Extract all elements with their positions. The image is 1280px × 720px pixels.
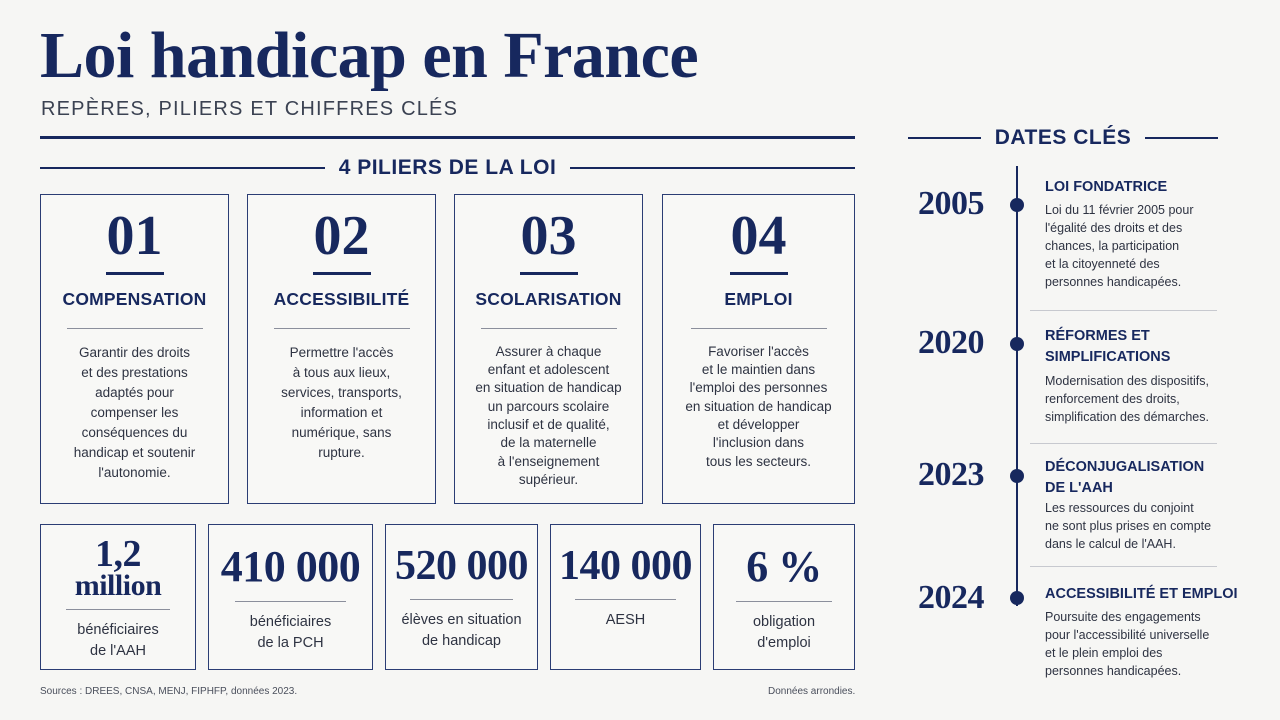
stat-value: 140 000 (559, 543, 693, 589)
pillar-divider (66, 327, 203, 329)
timeline-dot (1010, 198, 1024, 212)
stat-label: bénéficiaires de l'AAH (77, 622, 159, 659)
timeline-heading: DATES CLÉS (908, 126, 1218, 150)
pillar-number: 04 (730, 205, 787, 267)
pillar-divider (273, 327, 410, 329)
pillar-number-underline (105, 271, 164, 275)
stat-card-eleves: 520 000 élèves en situation de handicap (385, 524, 538, 670)
stat-card-aah: 1,2 million bénéficiaires de l'AAH (40, 524, 196, 670)
timeline-event-title: DÉCONJUGALISATION DE L'AAH (1045, 459, 1205, 496)
heading-rule-left (908, 137, 981, 139)
pillar-card-emploi: 04 EMPLOI Favoriser l'accès et le mainti… (662, 194, 855, 504)
pillar-title: COMPENSATION (62, 288, 207, 309)
pillar-card-accessibilite: 02 ACCESSIBILITÉ Permettre l'accès à tou… (247, 194, 436, 504)
timeline-event-title: ACCESSIBILITÉ ET EMPLOI (1045, 586, 1238, 602)
heading-rule-right (570, 167, 855, 169)
stat-value: 6 % (746, 542, 822, 591)
pillar-number: 03 (520, 205, 577, 267)
page-subtitle: REPÈRES, PILIERS ET CHIFFRES CLÉS (41, 98, 459, 120)
stat-value-unit: million (74, 569, 162, 602)
pillar-number: 02 (313, 205, 370, 267)
pillar-card-compensation: 01 COMPENSATION Garantir des droits et d… (40, 194, 229, 504)
pillars-heading: 4 PILIERS DE LA LOI (40, 156, 855, 180)
stat-divider (574, 599, 677, 600)
timeline-divider (1030, 566, 1217, 567)
pillar-card-scolarisation: 03 SCOLARISATION Assurer à chaque enfant… (454, 194, 643, 504)
timeline-year: 2024 (918, 579, 985, 616)
pillar-title: SCOLARISATION (475, 288, 622, 309)
timeline-event-desc: Loi du 11 février 2005 pour l'égalité de… (1045, 203, 1194, 289)
pillar-number-underline (519, 271, 578, 275)
pillars-heading-label: 4 PILIERS DE LA LOI (338, 156, 557, 179)
stat-label: obligation d'emploi (752, 614, 816, 651)
timeline-divider (1030, 443, 1217, 444)
stat-label: élèves en situation de handicap (401, 612, 522, 649)
pillar-number-underline (312, 271, 371, 275)
timeline-year: 2020 (918, 324, 985, 361)
timeline-dot (1010, 591, 1024, 605)
stat-divider (410, 599, 513, 600)
page-title: Loi handicap en France (40, 19, 699, 92)
timeline-event-title: RÉFORMES ET SIMPLIFICATIONS (1045, 328, 1171, 365)
stat-label: bénéficiaires de la PCH (249, 614, 332, 651)
pillar-description: Favoriser l'accès et le maintien dans l'… (685, 343, 832, 469)
pillar-divider (690, 327, 827, 329)
pillar-title: ACCESSIBILITÉ (273, 288, 410, 309)
pillar-description: Permettre l'accès à tous aux lieux, serv… (281, 344, 402, 460)
timeline-year: 2005 (918, 185, 985, 222)
stat-divider (736, 601, 832, 602)
stat-card-obligation: 6 % obligation d'emploi (713, 524, 855, 670)
timeline-heading-label: DATES CLÉS (994, 126, 1132, 149)
stat-label: AESH (605, 612, 646, 628)
timeline-event-title: LOI FONDATRICE (1045, 179, 1168, 195)
timeline-axis (1016, 166, 1018, 606)
stat-card-pch: 410 000 bénéficiaires de la PCH (208, 524, 373, 670)
sources-note: Sources : DREES, CNSA, MENJ, FIPHFP, don… (40, 686, 298, 697)
stat-divider (235, 601, 346, 602)
stat-card-aesh: 140 000 AESH (550, 524, 701, 670)
stat-value-number: 1,2 (95, 533, 142, 575)
pillar-number-underline (729, 271, 788, 275)
stat-value: 410 000 (220, 542, 361, 591)
stat-value: 1,2 million (41, 535, 195, 602)
pillar-number: 01 (106, 205, 163, 267)
rounding-note: Données arrondies. (768, 686, 856, 697)
heading-rule-left (40, 167, 325, 169)
pillar-title: EMPLOI (724, 288, 793, 309)
timeline-year: 2023 (918, 456, 985, 493)
title-divider (40, 136, 855, 139)
timeline-dot (1010, 469, 1024, 483)
stat-divider (65, 609, 171, 610)
pillar-divider (480, 327, 617, 329)
timeline-event-desc: Poursuite des engagements pour l'accessi… (1045, 610, 1210, 678)
timeline-dot (1010, 337, 1024, 351)
heading-rule-right (1145, 137, 1218, 139)
pillar-description: Assurer à chaque enfant et adolescent en… (475, 343, 622, 487)
stat-value: 520 000 (395, 543, 529, 589)
timeline-event-desc: Les ressources du conjoint ne sont plus … (1045, 501, 1212, 551)
timeline-event-desc: Modernisation des dispositifs, renforcem… (1045, 374, 1209, 424)
timeline-divider (1030, 310, 1217, 311)
pillar-description: Garantir des droits et des prestations a… (73, 344, 196, 480)
